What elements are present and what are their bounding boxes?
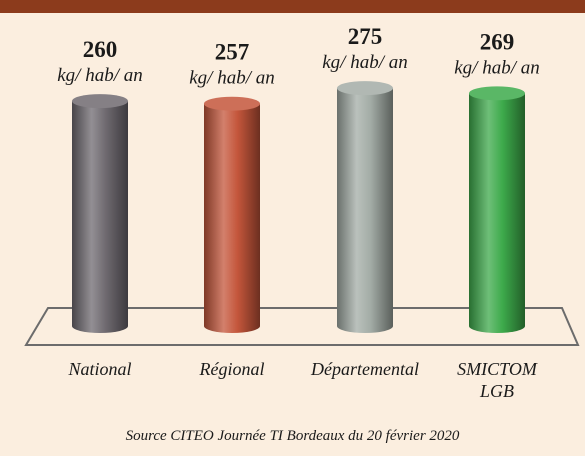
category-label: National bbox=[68, 359, 132, 379]
bar-top bbox=[337, 81, 393, 96]
unit-label: kg/ hab/ an bbox=[322, 52, 408, 73]
unit-label: kg/ hab/ an bbox=[189, 68, 275, 89]
bar bbox=[337, 88, 393, 326]
value-label: 269 bbox=[480, 29, 515, 54]
bar bbox=[204, 103, 260, 326]
header-strip bbox=[0, 0, 585, 13]
bar-top bbox=[204, 96, 260, 111]
bar-top bbox=[469, 86, 525, 101]
bars: 260 kg/ hab/ an 257 kg/ hab/ an 275 kg/ hab/ … bbox=[57, 24, 540, 333]
value-label: 275 bbox=[348, 24, 383, 49]
unit-label: kg/ hab/ an bbox=[57, 65, 143, 86]
unit-label: kg/ hab/ an bbox=[454, 57, 540, 78]
category-label: Régional bbox=[199, 359, 265, 379]
bar-top bbox=[72, 94, 128, 109]
category-label: SMICTOM LGB bbox=[457, 359, 537, 401]
source: Source CITEO Journée TI Bordeaux du 20 f… bbox=[125, 428, 460, 444]
bar bbox=[469, 93, 525, 326]
value-label: 260 bbox=[83, 37, 118, 62]
bar bbox=[72, 101, 128, 326]
value-label: 257 bbox=[215, 40, 250, 65]
category-label: Départemental bbox=[311, 359, 419, 379]
